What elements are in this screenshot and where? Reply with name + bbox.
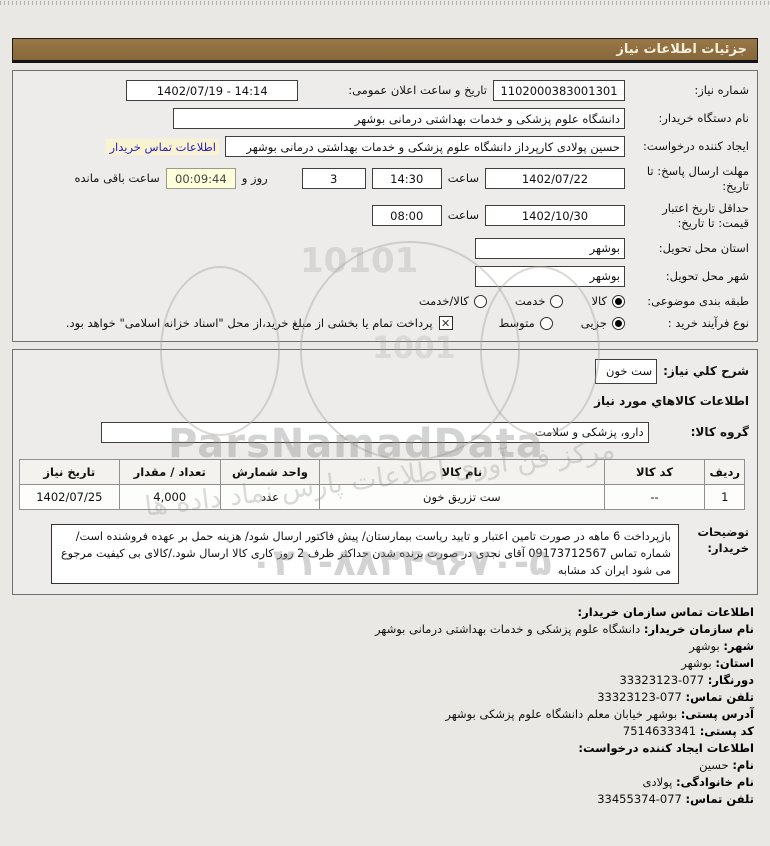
radio-option-label: خدمت xyxy=(514,294,546,309)
process-type-label: نوع فرآیند خرید : xyxy=(667,315,749,330)
treasury-payment-label: پرداخت تمام یا بخشی از مبلغ خرید،از محل … xyxy=(65,316,433,331)
col-header-need-date: تاریخ نیاز xyxy=(19,458,120,485)
buyer-org-label: نام دستگاه خریدار: xyxy=(658,111,749,126)
row-buyer-notes: توضیحات خریدار: بازپرداخت 6 ماهه در صورت… xyxy=(21,523,750,584)
classification-option-service[interactable]: خدمت xyxy=(515,294,564,308)
cell-goods-code: -- xyxy=(603,483,706,510)
buyer-notes-label: توضیحات خریدار: xyxy=(697,524,750,556)
row-reply-deadline: مهلت ارسال پاسخ: تا تاریخ: ساعت روز و سا… xyxy=(21,164,750,194)
goods-table: ردیف کد کالا نام کالا واحد شمارش تعداد /… xyxy=(19,458,745,510)
row-classification: طبقه بندی موضوعی: کالا خدمت کالا/خدمت xyxy=(21,294,749,309)
checkbox-icon[interactable] xyxy=(438,316,453,331)
need-description-input[interactable] xyxy=(595,358,658,384)
contact-org-name: نام سازمان خریدار: دانشگاه علوم پزشکی و … xyxy=(374,621,754,636)
cell-quantity: 4,000 xyxy=(118,483,221,510)
col-header-quantity: تعداد / مقدار xyxy=(118,458,221,485)
row-process-type: نوع فرآیند خرید : جزیی متوسط پرداخت تمام… xyxy=(21,316,749,331)
row-need-description: شرح کلي نیاز: xyxy=(21,358,749,384)
price-validity-time-input[interactable] xyxy=(371,205,442,227)
request-creator-input[interactable] xyxy=(225,136,625,157)
hours-remaining-label: ساعت باقی مانده xyxy=(74,171,160,186)
process-option-medium[interactable]: متوسط xyxy=(499,316,553,330)
row-price-validity: حداقل تاریخ اعتبار قیمت: تا تاریخ: ساعت xyxy=(21,201,749,231)
request-creator-label: ایجاد کننده درخواست: xyxy=(643,139,749,154)
reply-deadline-date-input[interactable] xyxy=(485,168,625,190)
contact-section: اطلاعات تماس سازمان خریدار: نام سازمان خ… xyxy=(0,595,770,808)
price-validity-date-input[interactable] xyxy=(485,205,625,227)
cell-row-number: 1 xyxy=(704,483,745,510)
delivery-city-input[interactable] xyxy=(475,265,625,287)
contact-phone: تلفن تماس: 33323123-077 xyxy=(597,689,754,704)
remaining-days-box xyxy=(301,168,366,190)
delivery-province-label: استان محل تحویل: xyxy=(658,240,749,255)
radio-icon[interactable] xyxy=(612,316,625,330)
radio-option-label: کالا xyxy=(591,294,607,309)
announce-datetime-label: تاریخ و ساعت اعلان عمومی: xyxy=(348,83,487,98)
price-validity-hour-label: ساعت xyxy=(447,208,479,223)
col-header-unit: واحد شمارش xyxy=(219,458,321,485)
top-dotted-separator xyxy=(0,1,770,5)
row-buyer-org: نام دستگاه خریدار: xyxy=(21,108,749,129)
radio-icon[interactable] xyxy=(550,294,564,308)
cell-need-date: 1402/07/25 xyxy=(19,483,120,510)
need-description-label: شرح کلي نیاز: xyxy=(663,364,749,379)
goods-info-heading: اطلاعات کالاهاي مورد نیاز xyxy=(594,393,749,408)
contact-fax: دورنگار: 33323123-077 xyxy=(619,672,754,687)
contact-city: شهر: بوشهر xyxy=(689,638,754,653)
goods-panel: شرح کلي نیاز: اطلاعات کالاهاي مورد نیاز … xyxy=(12,348,758,595)
row-goods-group: گروه کالا: xyxy=(21,421,749,443)
price-validity-label: حداقل تاریخ اعتبار قیمت: تا تاریخ: xyxy=(662,200,749,230)
cell-unit: عدد xyxy=(219,483,321,510)
contact-heading: اطلاعات تماس سازمان خریدار: xyxy=(577,604,754,619)
row-delivery-city: شهر محل تحویل: xyxy=(21,265,749,287)
col-header-goods-code: کد کالا xyxy=(603,458,706,485)
creator-first-name: نام: حسین xyxy=(699,757,754,772)
goods-group-input[interactable] xyxy=(100,421,649,443)
page-title: جزئیات اطلاعات نیاز xyxy=(12,38,758,63)
row-delivery-province: استان محل تحویل: xyxy=(21,237,749,259)
reply-deadline-hour-label: ساعت xyxy=(447,171,479,186)
delivery-city-label: شهر محل تحویل: xyxy=(665,268,749,283)
row-need-number: شماره نیاز: تاریخ و ساعت اعلان عمومی: xyxy=(21,80,749,101)
classification-option-goods[interactable]: کالا xyxy=(591,294,625,308)
need-number-label: شماره نیاز: xyxy=(694,83,749,98)
goods-group-label: گروه کالا: xyxy=(690,425,749,440)
radio-icon[interactable] xyxy=(612,294,625,308)
col-header-goods-name: نام کالا xyxy=(319,458,605,485)
contact-province: استان: بوشهر xyxy=(681,655,754,670)
radio-icon[interactable] xyxy=(539,316,553,330)
delivery-province-input[interactable] xyxy=(475,237,625,259)
row-request-creator: ایجاد کننده درخواست: اطلاعات تماس خریدار xyxy=(21,136,749,157)
process-option-partial[interactable]: جزیی xyxy=(581,316,625,330)
radio-option-label: متوسط xyxy=(498,316,535,331)
classification-option-goods-service[interactable]: کالا/خدمت xyxy=(419,294,487,308)
need-info-panel: شماره نیاز: تاریخ و ساعت اعلان عمومی: نا… xyxy=(12,70,758,342)
buyer-org-input[interactable] xyxy=(173,108,625,129)
creator-phone: تلفن تماس: 33455374-077 xyxy=(597,791,754,806)
col-header-row-number: ردیف xyxy=(704,458,745,485)
treasury-payment-option[interactable]: پرداخت تمام یا بخشی از مبلغ خرید،از محل … xyxy=(65,316,453,331)
days-and-label: روز و xyxy=(241,171,268,186)
cell-goods-name: ست تزریق خون xyxy=(319,483,605,510)
buyer-notes-text: بازپرداخت 6 ماهه در صورت تامین اعتبار و … xyxy=(51,523,679,584)
radio-icon[interactable] xyxy=(473,294,487,308)
classification-label: طبقه بندی موضوعی: xyxy=(647,293,749,308)
reply-deadline-label: مهلت ارسال پاسخ: تا تاریخ: xyxy=(646,164,749,193)
contact-postal-code: کد پستی: 7514633341 xyxy=(622,723,754,738)
radio-option-label: کالا/خدمت xyxy=(418,294,469,309)
contact-address: آدرس پستی: بوشهر خیابان معلم دانشگاه علو… xyxy=(445,706,754,721)
creator-heading: اطلاعات ایجاد کننده درخواست: xyxy=(578,740,754,755)
radio-option-label: جزیی xyxy=(580,316,607,331)
announce-datetime-input[interactable] xyxy=(126,80,299,101)
countdown-timer xyxy=(165,168,236,190)
goods-table-header-row: ردیف کد کالا نام کالا واحد شمارش تعداد /… xyxy=(19,458,745,485)
reply-deadline-time-input[interactable] xyxy=(371,168,442,190)
buyer-contact-link[interactable]: اطلاعات تماس خریدار xyxy=(106,138,219,155)
need-number-input[interactable] xyxy=(493,80,625,101)
creator-last-name: نام خانوادگی: پولادی xyxy=(642,774,754,789)
table-row: 1 -- ست تزریق خون عدد 4,000 1402/07/25 xyxy=(19,483,745,510)
